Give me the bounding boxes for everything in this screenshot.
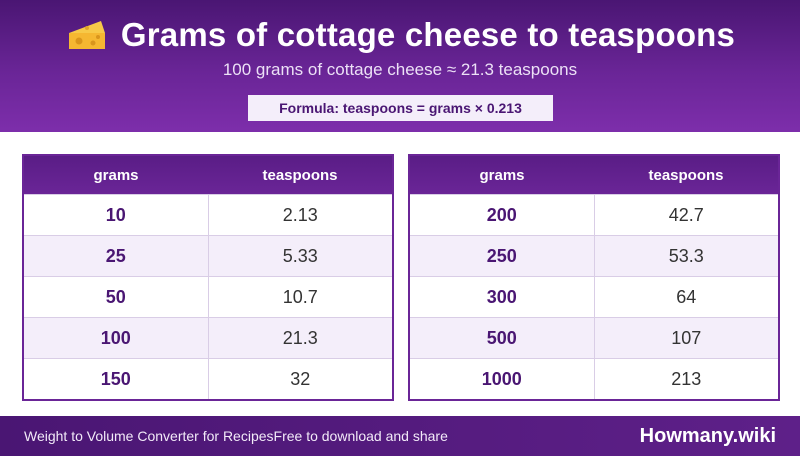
grams-cell: 300 <box>410 277 595 317</box>
column-header-grams: grams <box>93 166 139 184</box>
grams-cell: 25 <box>24 236 209 276</box>
teaspoons-cell: 53.3 <box>668 245 704 266</box>
teaspoons-cell: 2.13 <box>282 204 318 225</box>
grams-cell: 150 <box>24 359 209 399</box>
table-row: 500 107 <box>410 317 778 358</box>
grams-cell: 10 <box>24 195 209 235</box>
formula-badge: Formula: teaspoons = grams × 0.213 <box>248 95 553 121</box>
table-row: 200 42.7 <box>410 194 778 235</box>
table-row: 300 64 <box>410 276 778 317</box>
table-header: grams teaspoons <box>410 156 778 194</box>
teaspoons-cell: 21.3 <box>282 327 318 348</box>
cheese-icon <box>68 21 105 49</box>
grams-cell: 1000 <box>410 359 595 399</box>
teaspoons-cell: 213 <box>671 368 702 389</box>
footer-tagline-note: Free to download and share <box>273 428 448 444</box>
page-title: Grams of cottage cheese to teaspoons <box>120 16 736 53</box>
footer-tagline-title: Weight to Volume Converter for Recipes <box>24 428 274 444</box>
column-header-grams: grams <box>479 166 525 184</box>
grams-cell: 100 <box>24 318 209 358</box>
teaspoons-cell: 42.7 <box>668 204 704 225</box>
header: Grams of cottage cheese to teaspoons 100… <box>0 0 800 132</box>
column-header-teaspoons: teaspoons <box>648 166 724 184</box>
teaspoons-cell: 32 <box>290 368 311 389</box>
table-header: grams teaspoons <box>24 156 392 194</box>
title-row: Grams of cottage cheese to teaspoons <box>0 10 800 60</box>
grams-cell: 250 <box>410 236 595 276</box>
table-row: 50 10.7 <box>24 276 392 317</box>
conversion-table-right: grams teaspoons 200 42.7 250 53.3 300 64… <box>408 154 780 401</box>
table-row: 1000 213 <box>410 358 778 399</box>
table-row: 150 32 <box>24 358 392 399</box>
page-subtitle: 100 grams of cottage cheese ≈ 21.3 teasp… <box>222 60 578 79</box>
conversion-table-left: grams teaspoons 10 2.13 25 5.33 50 10.7 … <box>22 154 394 401</box>
footer: Weight to Volume Converter for Recipes Fr… <box>0 416 800 456</box>
table-row: 25 5.33 <box>24 235 392 276</box>
grams-cell: 500 <box>410 318 595 358</box>
grams-cell: 200 <box>410 195 595 235</box>
teaspoons-cell: 107 <box>671 327 702 348</box>
table-row: 250 53.3 <box>410 235 778 276</box>
column-header-teaspoons: teaspoons <box>262 166 338 184</box>
grams-cell: 50 <box>24 277 209 317</box>
table-row: 100 21.3 <box>24 317 392 358</box>
footer-tagline: Weight to Volume Converter for Recipes Fr… <box>24 416 448 456</box>
teaspoons-cell: 10.7 <box>282 286 318 307</box>
brand-name: Howmany.wiki <box>639 424 776 447</box>
table-row: 10 2.13 <box>24 194 392 235</box>
teaspoons-cell: 64 <box>676 286 697 307</box>
teaspoons-cell: 5.33 <box>282 245 318 266</box>
